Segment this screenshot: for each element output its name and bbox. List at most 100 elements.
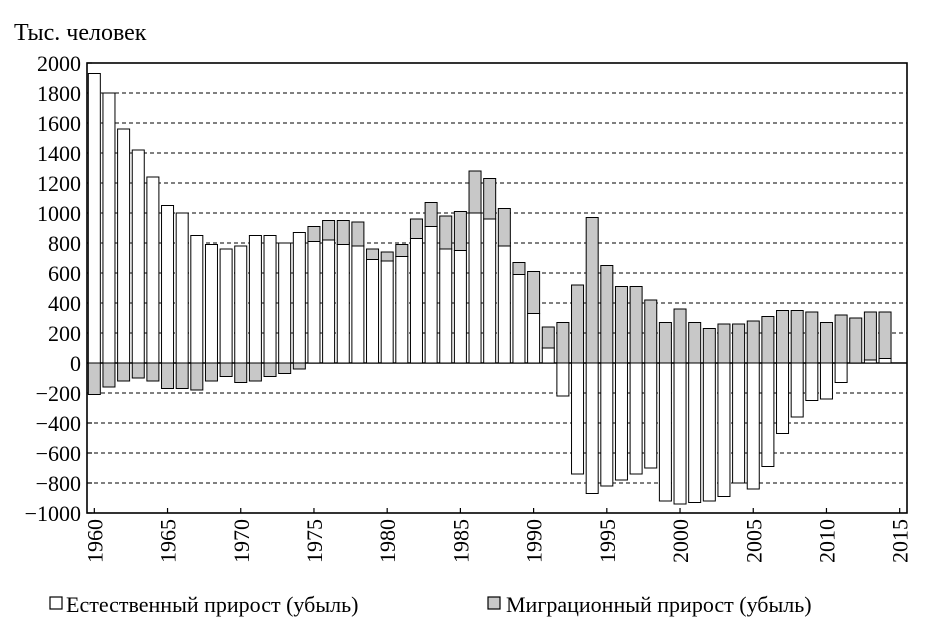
bar-group-1980 [380, 251, 394, 364]
bar-migration [483, 178, 497, 220]
bar-group-1974 [292, 232, 306, 370]
bar-group-1965 [161, 205, 175, 389]
bar-migration [175, 362, 189, 389]
bar-group-1999 [658, 322, 672, 502]
bar-migration [409, 218, 423, 239]
bar-migration [732, 323, 746, 364]
bar-natural [863, 359, 877, 364]
bar-group-2014 [878, 311, 892, 364]
plot-area-frame [86, 62, 908, 514]
bar-natural [878, 358, 892, 364]
bar-natural [234, 245, 248, 364]
y-tick-label: 1200 [37, 171, 81, 196]
bar-migration [805, 311, 819, 364]
bar-group-1987 [483, 178, 497, 364]
bar-migration [234, 362, 248, 383]
bar-group-1961 [102, 92, 116, 388]
x-tick-label: 1990 [522, 519, 547, 563]
y-tick-label: 1600 [37, 111, 81, 136]
bar-group-2004 [732, 323, 746, 484]
x-tick-label: 1965 [156, 519, 181, 563]
x-tick-labels: 1960 1965 1970 1975 1980 1985 1990 1995 2000 2005… [82, 508, 913, 563]
bar-migration [702, 328, 716, 364]
bar-group-1978 [351, 221, 365, 364]
y-tick-label: 1000 [37, 201, 81, 226]
bar-natural [292, 232, 306, 364]
y-tick-label: 1400 [37, 141, 81, 166]
bar-group-1979 [366, 248, 380, 364]
bar-migration [571, 284, 585, 364]
bar-natural [117, 128, 131, 364]
bar-group-1993 [571, 284, 585, 475]
bar-natural [146, 176, 160, 364]
x-tick-label: 2015 [888, 519, 913, 563]
bar-migration [688, 322, 702, 364]
bar-migration [863, 311, 877, 361]
bar-migration [790, 310, 804, 364]
bar-group-2003 [717, 323, 731, 497]
bar-group-1990 [527, 271, 541, 364]
bar-migration [336, 220, 350, 245]
bar-group-1975 [307, 226, 321, 364]
bar-group-1988 [497, 208, 511, 364]
bar-group-2001 [688, 322, 702, 503]
bar-natural [278, 242, 292, 364]
bar-natural [87, 73, 101, 364]
bar-group-2005 [746, 320, 760, 490]
bar-migration [746, 320, 760, 364]
bar-migration [87, 362, 101, 395]
bar-migration [351, 221, 365, 247]
bar-migration [453, 211, 467, 251]
bar-natural [395, 256, 409, 364]
bar-group-1967 [190, 235, 204, 391]
x-tick-label: 1985 [448, 519, 473, 563]
bar-migration [834, 314, 848, 364]
bar-migration [556, 322, 570, 364]
bar-migration [512, 262, 526, 275]
bar-migration [190, 362, 204, 391]
bar-natural [175, 212, 189, 364]
bar-group-1970 [234, 245, 248, 383]
bar-natural [439, 248, 453, 364]
bar-migration [131, 362, 145, 379]
bar-group-1971 [248, 235, 262, 382]
bar-natural [688, 362, 702, 503]
bar-migration [497, 208, 511, 247]
bar-natural [702, 362, 716, 502]
y-tick-label: −600 [36, 441, 81, 466]
bar-natural [527, 313, 541, 364]
bar-migration [878, 311, 892, 359]
bar-natural [541, 347, 555, 364]
bar-group-1985 [453, 211, 467, 364]
bar-migration [161, 362, 175, 389]
y-tick-labels: 2000180016001400120010008006004002000−20… [25, 51, 81, 526]
bar-migration [117, 362, 131, 382]
y-tick-label: 0 [70, 351, 81, 376]
bar-natural [614, 362, 628, 481]
bar-natural [248, 235, 262, 364]
bar-group-1997 [629, 286, 643, 475]
bar-natural [453, 250, 467, 364]
bar-natural [571, 362, 585, 475]
bar-natural [629, 362, 643, 475]
bar-group-1991 [541, 326, 555, 364]
bar-natural [307, 241, 321, 364]
bar-group-1989 [512, 262, 526, 364]
bar-migration [629, 286, 643, 364]
bar-natural [658, 362, 672, 502]
bar-group-1992 [556, 322, 570, 397]
x-tick-label: 1980 [375, 519, 400, 563]
bar-group-1996 [614, 286, 628, 481]
bar-natural [366, 259, 380, 364]
bar-natural [834, 362, 848, 383]
bar-natural [263, 235, 277, 364]
bar-migration [658, 322, 672, 364]
bar-migration [849, 317, 863, 364]
bar-natural [102, 92, 116, 364]
x-tick-label: 2005 [741, 519, 766, 563]
x-tick-label: 2010 [814, 519, 839, 563]
y-tick-label: −800 [36, 471, 81, 496]
bar-migration [322, 220, 336, 241]
bar-natural [600, 362, 614, 487]
